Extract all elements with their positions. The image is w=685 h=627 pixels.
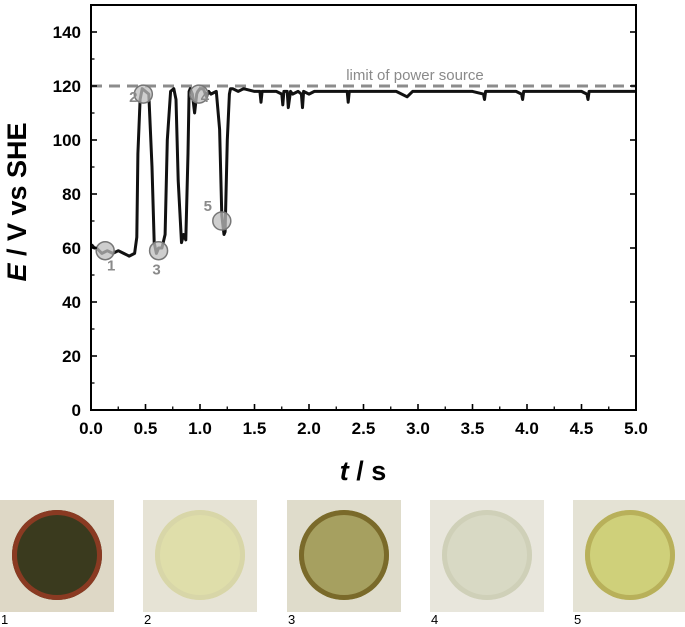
sample-photo xyxy=(430,500,544,612)
x-tick-label: 4.5 xyxy=(570,419,594,438)
y-tick-label: 140 xyxy=(53,23,81,42)
x-axis-symbol: t xyxy=(340,456,350,486)
y-tick-label: 20 xyxy=(62,347,81,366)
sample-photo xyxy=(573,500,685,612)
marker-point xyxy=(95,240,115,261)
marker-label: 4 xyxy=(201,89,210,106)
marker-point xyxy=(133,84,154,104)
plot-frame xyxy=(90,4,637,411)
photo-caption: 5 xyxy=(574,612,582,627)
y-tick-label: 60 xyxy=(62,239,81,258)
x-tick-label: 3.5 xyxy=(461,419,485,438)
photo-caption: 3 xyxy=(288,612,296,627)
photo-row: 1 2 3 4 5 xyxy=(0,500,685,627)
y-tick-label: 80 xyxy=(62,185,81,204)
y-tick-label: 40 xyxy=(62,293,81,312)
x-tick-label: 0.0 xyxy=(79,419,103,438)
x-axis-title: t / s xyxy=(340,456,387,486)
x-axis-unit: / s xyxy=(349,456,387,486)
y-axis-title: E / V vs SHE xyxy=(2,122,32,281)
marker-point xyxy=(189,84,209,104)
marker-label: 5 xyxy=(204,198,212,215)
y-axis-unit: / V vs SHE xyxy=(2,122,32,263)
limit-line-label: limit of power source xyxy=(346,67,484,84)
photo-caption: 4 xyxy=(431,612,439,627)
marker-label: 3 xyxy=(152,262,160,279)
marker-point xyxy=(148,240,169,261)
y-tick-label: 120 xyxy=(53,77,81,96)
marker-point xyxy=(212,211,232,231)
x-tick-label: 1.5 xyxy=(243,419,267,438)
sample-photo xyxy=(143,500,257,612)
photo-caption: 2 xyxy=(144,612,152,627)
marker-label: 1 xyxy=(107,258,115,275)
chart: limit of power source 1 2 3 4 5 0.0 0.5 1.0 1.5… xyxy=(2,4,648,486)
x-tick-label: 2.5 xyxy=(352,419,376,438)
axes: 0.0 0.5 1.0 1.5 2.0 2.5 3.0 3.5 4.0 4.5 5.0 0 20 40 60… xyxy=(53,4,648,438)
y-tick-label: 0 xyxy=(72,401,81,420)
y-axis-symbol: E xyxy=(2,263,32,282)
x-tick-label: 3.0 xyxy=(406,419,430,438)
photo-caption: 1 xyxy=(1,612,9,627)
x-tick-label: 1.0 xyxy=(188,419,212,438)
series-line xyxy=(90,87,636,258)
sample-photo xyxy=(0,500,114,612)
dish-image xyxy=(585,510,675,600)
dish-image xyxy=(299,510,389,600)
y-tick-label: 100 xyxy=(53,131,81,150)
x-tick-label: 2.0 xyxy=(297,419,321,438)
plot-area: limit of power source xyxy=(91,67,636,88)
x-tick-label: 5.0 xyxy=(624,419,648,438)
marker-label: 2 xyxy=(129,89,137,106)
x-tick-label: 0.5 xyxy=(134,419,158,438)
dish-image xyxy=(12,510,102,600)
series-layer xyxy=(90,87,636,258)
dish-image xyxy=(155,510,245,600)
sample-photo xyxy=(287,500,401,612)
marker-layer: 1 2 3 4 5 xyxy=(95,84,232,279)
x-tick-label: 4.0 xyxy=(515,419,539,438)
dish-image xyxy=(442,510,532,600)
